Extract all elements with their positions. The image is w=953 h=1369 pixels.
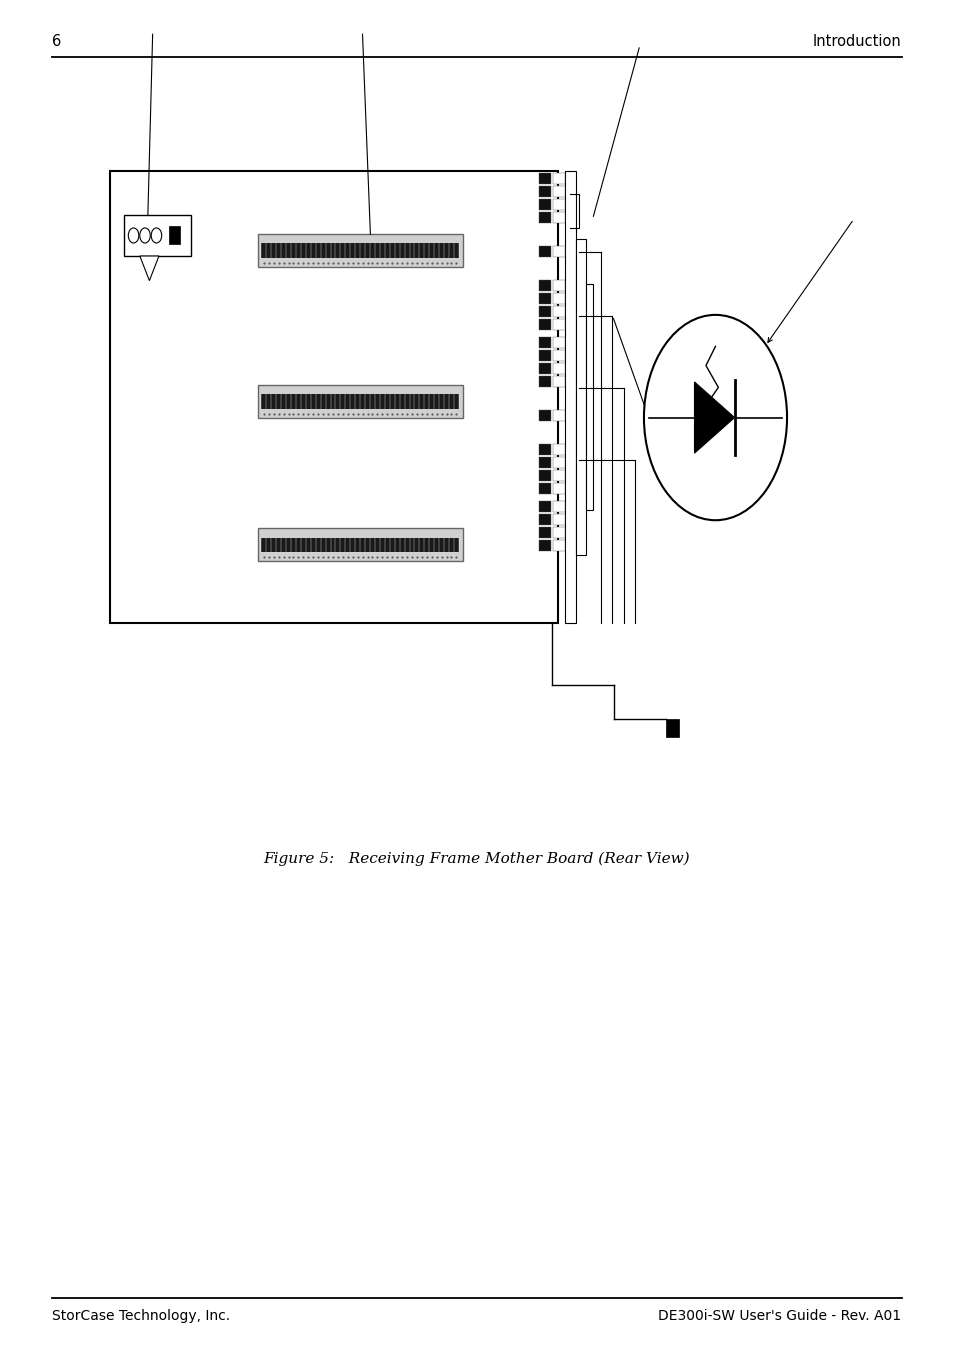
Circle shape bbox=[139, 227, 150, 244]
Bar bbox=[124, 215, 191, 256]
Bar bbox=[538, 363, 550, 374]
Bar bbox=[538, 513, 550, 524]
Bar bbox=[538, 246, 550, 257]
Bar bbox=[553, 319, 564, 330]
Bar bbox=[538, 337, 550, 348]
Bar bbox=[553, 470, 564, 481]
Bar bbox=[261, 244, 458, 259]
Bar bbox=[257, 385, 462, 418]
Bar bbox=[553, 337, 564, 348]
Bar bbox=[538, 539, 550, 550]
Bar bbox=[553, 513, 564, 524]
Bar bbox=[538, 376, 550, 387]
Bar bbox=[553, 186, 564, 197]
Bar bbox=[169, 226, 180, 244]
Bar bbox=[553, 457, 564, 468]
Text: Introduction: Introduction bbox=[812, 34, 901, 49]
Bar bbox=[538, 279, 550, 290]
Bar bbox=[553, 199, 564, 209]
Bar bbox=[553, 350, 564, 361]
Bar bbox=[553, 305, 564, 316]
Text: DE300i-SW User's Guide - Rev. A01: DE300i-SW User's Guide - Rev. A01 bbox=[658, 1309, 901, 1322]
Bar bbox=[553, 376, 564, 387]
Bar bbox=[538, 483, 550, 494]
Bar bbox=[553, 539, 564, 550]
Bar bbox=[553, 212, 564, 223]
Bar bbox=[553, 363, 564, 374]
Bar bbox=[538, 501, 550, 512]
Bar bbox=[553, 409, 564, 420]
Bar bbox=[665, 719, 678, 737]
Bar bbox=[553, 527, 564, 538]
Bar bbox=[538, 305, 550, 316]
Polygon shape bbox=[140, 256, 159, 281]
Bar bbox=[564, 171, 576, 623]
Bar bbox=[553, 483, 564, 494]
Bar bbox=[553, 246, 564, 257]
Bar bbox=[538, 470, 550, 481]
Bar bbox=[538, 457, 550, 468]
Bar bbox=[538, 350, 550, 361]
Bar bbox=[257, 528, 462, 561]
Text: 6: 6 bbox=[52, 34, 62, 49]
Text: StorCase Technology, Inc.: StorCase Technology, Inc. bbox=[52, 1309, 231, 1322]
Polygon shape bbox=[694, 382, 734, 453]
Bar bbox=[257, 234, 462, 267]
Bar bbox=[538, 444, 550, 455]
Bar bbox=[538, 319, 550, 330]
Bar bbox=[553, 444, 564, 455]
Bar bbox=[585, 283, 593, 509]
Bar bbox=[553, 279, 564, 290]
Text: Figure 5:   Receiving Frame Mother Board (Rear View): Figure 5: Receiving Frame Mother Board (… bbox=[263, 852, 690, 867]
Bar bbox=[538, 186, 550, 197]
Circle shape bbox=[129, 227, 139, 244]
Bar bbox=[538, 212, 550, 223]
Bar bbox=[553, 501, 564, 512]
Bar bbox=[576, 238, 585, 556]
Bar bbox=[538, 199, 550, 209]
Bar bbox=[261, 394, 458, 409]
Bar bbox=[538, 409, 550, 420]
Bar bbox=[110, 171, 558, 623]
Circle shape bbox=[151, 227, 161, 244]
Bar bbox=[538, 172, 550, 183]
Bar bbox=[538, 293, 550, 304]
Bar bbox=[553, 172, 564, 183]
Bar bbox=[538, 527, 550, 538]
Bar bbox=[553, 293, 564, 304]
Bar bbox=[261, 538, 458, 553]
Circle shape bbox=[643, 315, 786, 520]
